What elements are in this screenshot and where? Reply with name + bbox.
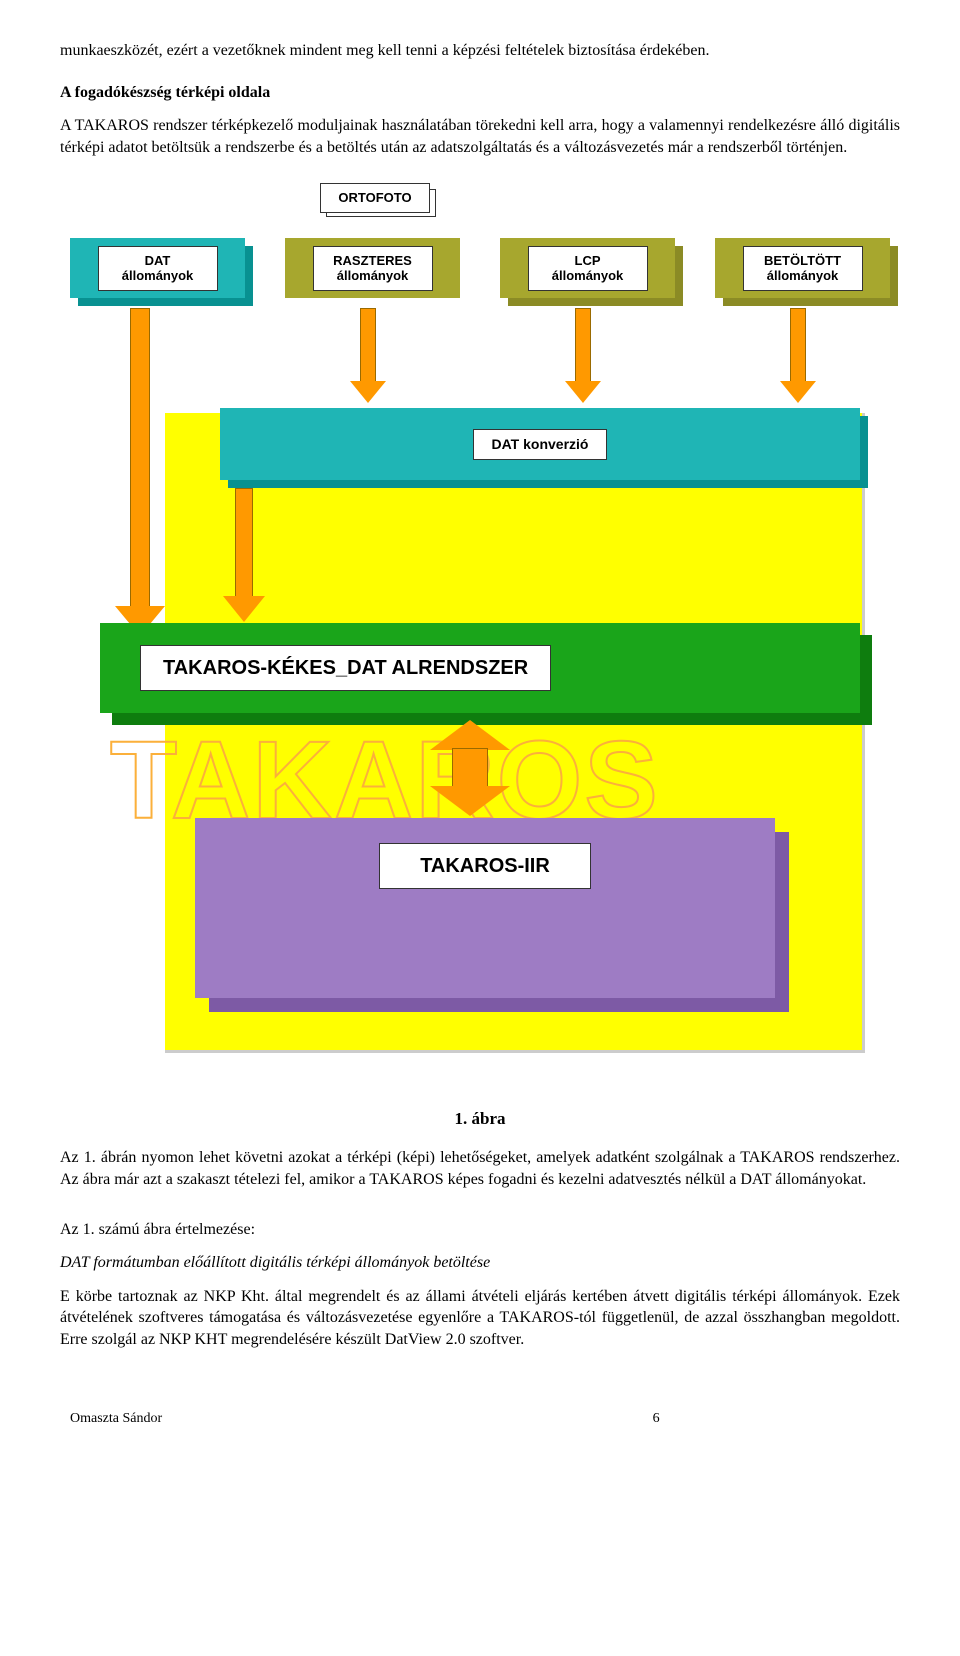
footer-author: Omaszta Sándor [70,1410,162,1429]
top-block-label: BETÖLTÖTTállományok [743,246,863,291]
paragraph: A TAKAROS rendszer térképkezelő moduljai… [60,115,900,158]
top-block-label: DATállományok [98,246,218,291]
footer-page-number: 6 [653,1410,660,1429]
diagram-container: ORTOFOTO DATállományok RASZTERESállomány… [70,178,890,1078]
paragraph: Az 1. ábrán nyomon lehet követni azokat … [60,1147,900,1190]
section-heading: A fogadókészség térképi oldala [60,82,900,104]
takaros-iir-label: TAKAROS-IIR [379,843,591,889]
top-block-label: LCPállományok [528,246,648,291]
top-block-label: RASZTERESállományok [313,246,433,291]
top-block: DATállományok [70,238,245,298]
ortofoto-label: ORTOFOTO [320,183,430,213]
paragraph: E körbe tartoznak az NKP Kht. által megr… [60,1286,900,1351]
top-block: LCPállományok [500,238,675,298]
figure-caption: 1. ábra [60,1108,900,1131]
arrow-dat-to-green [110,308,170,638]
top-block: RASZTERESállományok [285,238,460,298]
dat-konverzio-bar: DAT konverzió [220,408,860,480]
paragraph: munkaeszközét, ezért a vezetőknek minden… [60,40,900,62]
page-footer: Omaszta Sándor 6 [70,1410,890,1429]
top-block: BETÖLTÖTTállományok [715,238,890,298]
dat-konverzio-label: DAT konverzió [473,429,608,460]
paragraph: Az 1. számú ábra értelmezése: [60,1219,900,1241]
takaros-kekes-bar: TAKAROS-KÉKES_DAT ALRENDSZER [100,623,860,713]
takaros-kekes-label: TAKAROS-KÉKES_DAT ALRENDSZER [140,645,551,691]
paragraph-italic: DAT formátumban előállított digitális té… [60,1252,900,1274]
takaros-iir-bar: TAKAROS-IIR [195,818,775,998]
ortofoto-card-stack: ORTOFOTO [320,183,430,217]
